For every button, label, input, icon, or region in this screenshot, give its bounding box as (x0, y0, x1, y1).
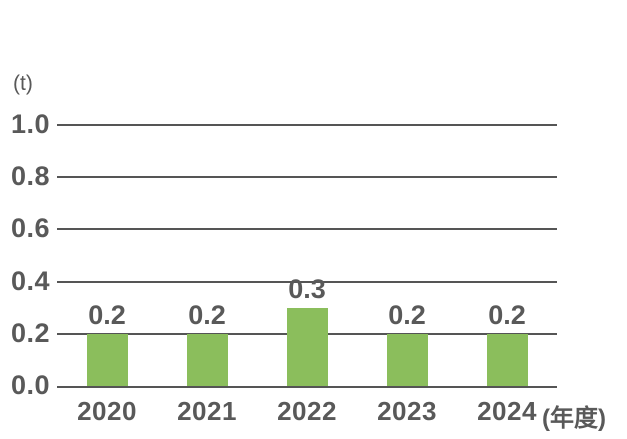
y-tick-label: 0.4 (10, 265, 50, 296)
y-axis-unit-label: (t) (13, 72, 33, 95)
gridline (57, 124, 557, 126)
x-tick-label: 2021 (177, 396, 237, 426)
x-tick-label: 2024 (477, 396, 537, 426)
gridline (57, 386, 557, 388)
gridline (57, 280, 557, 283)
y-tick-label: 0.2 (10, 317, 50, 348)
y-tick-label: 1.0 (10, 108, 50, 139)
bar-value-label: 0.2 (388, 299, 426, 330)
bar-value-label: 0.2 (88, 299, 126, 330)
x-tick-label: 2023 (377, 396, 437, 426)
bar-2023 (386, 333, 428, 386)
bar-2024 (486, 333, 528, 386)
bar-value-label: 0.2 (488, 299, 526, 330)
bar-value-label: 0.3 (288, 273, 326, 304)
y-tick-label: 0.6 (10, 213, 50, 244)
y-tick-label: 0.8 (10, 161, 50, 192)
bar-2021 (186, 333, 228, 386)
y-tick-label: 0.0 (10, 369, 50, 400)
gridline (57, 228, 557, 231)
x-tick-label: 2020 (77, 396, 137, 426)
bar-2022 (286, 307, 328, 386)
x-tick-label: 2022 (277, 396, 337, 426)
bar-2020 (86, 333, 128, 386)
gridline (57, 176, 557, 179)
x-axis-unit-label: (年度) (542, 405, 606, 432)
bar-value-label: 0.2 (188, 299, 226, 330)
